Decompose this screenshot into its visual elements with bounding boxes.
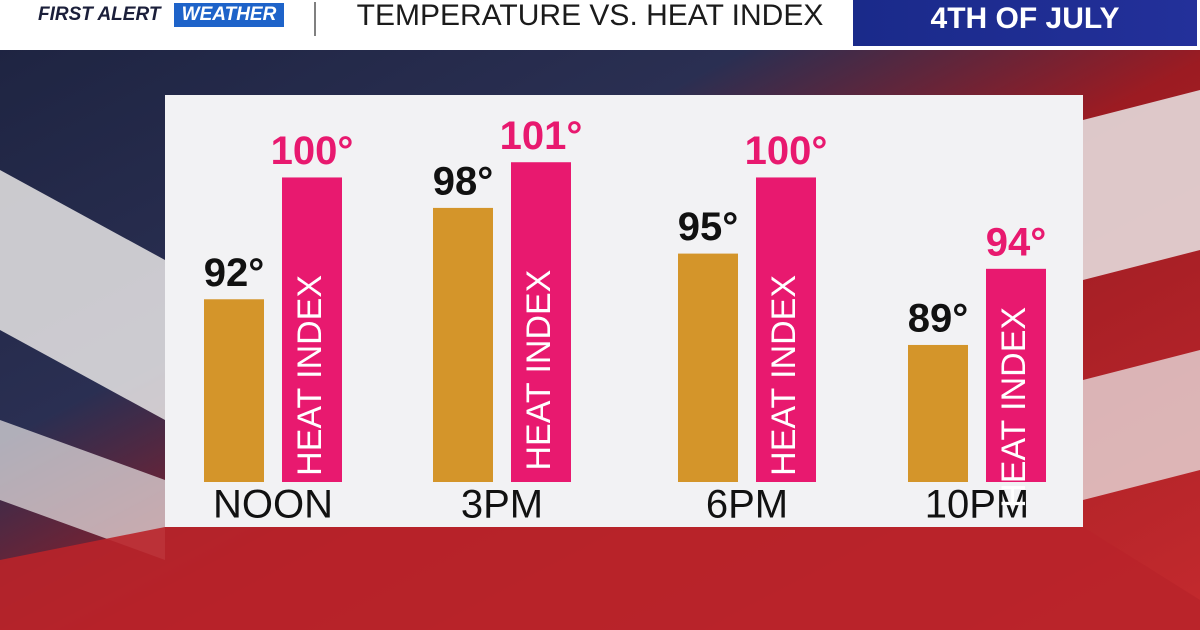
- bar: [204, 299, 264, 482]
- category-label: 6PM: [706, 483, 788, 527]
- value-label: 94°: [986, 220, 1047, 264]
- plot: NOON 92° 100° HEAT INDEX 3PM 98°101° HEAT INDE…: [204, 114, 1047, 527]
- brand-box: [174, 3, 284, 27]
- chart-title: TEMPERATURE VS. HEAT INDEX: [357, 0, 824, 32]
- brand: FIRST ALERT: [38, 4, 162, 25]
- flag-stripe: [0, 170, 165, 420]
- bar: [986, 268, 1046, 482]
- value-label: 92°: [204, 251, 265, 295]
- flag-stripe: [1083, 350, 1200, 500]
- value-label: 98°: [433, 159, 494, 203]
- series-name: HEAT INDEX: [765, 275, 803, 476]
- value-label: 95°: [678, 205, 739, 249]
- brand: WEATHER: [182, 4, 277, 25]
- category-label: NOON: [213, 483, 333, 527]
- flag-stripe: [0, 527, 1200, 630]
- value-label: 101°: [500, 114, 583, 158]
- bar: [433, 207, 493, 482]
- flag-stripe: [1083, 90, 1200, 280]
- value-label: 89°: [908, 297, 969, 341]
- bar: [511, 162, 571, 482]
- flag-stripe: [0, 420, 165, 560]
- series-name: HEAT INDEX: [520, 270, 558, 471]
- bar: [756, 177, 816, 483]
- bar: [908, 344, 968, 482]
- category-label: 10PM: [925, 483, 1030, 527]
- bar: [282, 177, 342, 483]
- category-label: 3PM: [461, 483, 543, 527]
- series-name: HEAT INDEX: [291, 275, 329, 476]
- bar: [678, 253, 738, 482]
- badge: [853, 0, 1197, 46]
- series-name: HEAT INDEX: [995, 307, 1033, 508]
- value-label: 100°: [745, 129, 828, 173]
- value-label: 100°: [271, 129, 354, 173]
- badge-text: 4TH OF JULY: [931, 2, 1120, 35]
